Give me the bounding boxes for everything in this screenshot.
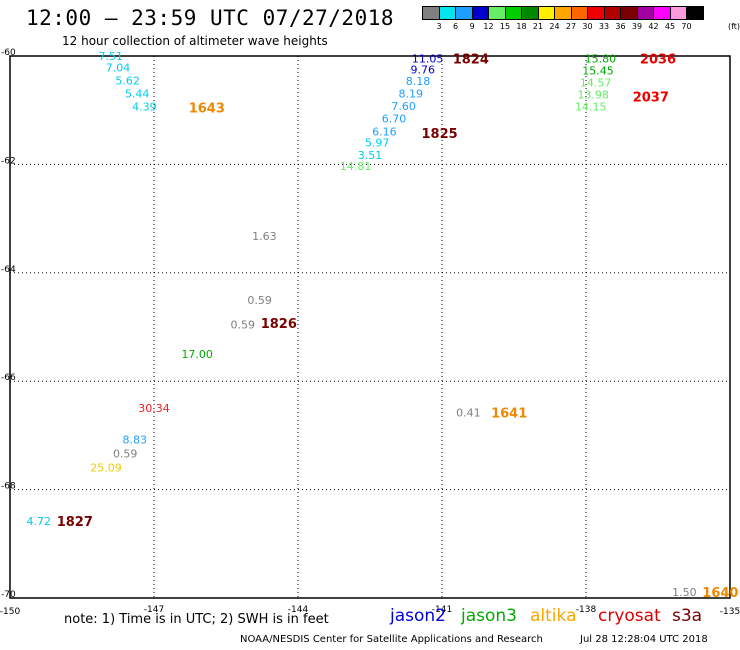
wave-height-value: 3.51: [358, 149, 383, 162]
wave-height-value: 8.83: [123, 434, 148, 447]
pass-time-label: 2037: [633, 91, 669, 106]
colorbar-label: 30: [582, 22, 593, 31]
wave-height-value: 15.80: [585, 53, 617, 66]
page-title: 12:00 – 23:59 UTC 07/27/2018: [26, 6, 395, 30]
colorbar-label: 9: [469, 22, 475, 31]
wave-height-value: 5.97: [365, 137, 390, 150]
colorbar-label: 36: [615, 22, 626, 31]
longitude-tick-label: -141: [432, 605, 452, 615]
colorbar-label: 6: [452, 22, 459, 31]
pass-time-label: 1641: [491, 407, 527, 422]
colorbar-label: 18: [516, 22, 527, 31]
pass-time-label: 1640: [702, 586, 738, 601]
legend-item-jason3: jason3: [461, 606, 517, 626]
wave-height-value: 13.98: [577, 88, 609, 101]
footer-note: note: 1) Time is in UTC; 2) SWH is in fe…: [64, 612, 329, 627]
latitude-tick-label: -62: [1, 156, 16, 166]
wave-height-value: 14.81: [340, 160, 372, 173]
wave-height-value: 5.62: [115, 74, 140, 87]
pass-time-label: 1824: [453, 53, 489, 68]
wave-height-value: 4.39: [132, 100, 157, 113]
pass-time-label: 1825: [422, 127, 458, 142]
wave-height-value: 8.19: [399, 87, 424, 100]
wave-height-value: 0.59: [231, 318, 256, 331]
wave-height-value: 0.59: [113, 447, 138, 460]
legend-item-cryosat: cryosat: [598, 606, 661, 626]
wave-height-value: 0.59: [247, 294, 272, 307]
footer-credit: NOAA/NESDIS Center for Satellite Applica…: [240, 634, 543, 645]
pass-time-label: 1643: [189, 101, 225, 116]
latitude-tick-label: -60: [1, 48, 16, 58]
wave-height-value: 30.34: [138, 402, 170, 415]
wave-height-value: 25.09: [90, 461, 122, 474]
colorbar-unit: (ft): [728, 22, 740, 31]
latitude-tick-label: -64: [1, 265, 16, 275]
latitude-tick-label: -70: [1, 590, 16, 600]
wave-height-value: 1.50: [672, 586, 697, 599]
colorbar-label: 70: [681, 22, 692, 31]
colorbar-label: 27: [565, 22, 577, 31]
wave-height-value: 11.05: [412, 53, 444, 66]
wave-height-value: 14.15: [575, 100, 607, 113]
map-frame: [9, 55, 731, 599]
colorbar-label: 33: [598, 22, 610, 31]
wave-height-value: 7.60: [391, 100, 416, 113]
colorbar-label: 12: [483, 22, 494, 31]
colorbar-label: 45: [664, 22, 676, 31]
latitude-tick-label: -68: [1, 482, 16, 492]
colorbar-label: 15: [499, 22, 511, 31]
footer-timestamp: Jul 28 12:28:04 UTC 2018: [580, 634, 708, 645]
wave-height-value: 7.04: [106, 61, 131, 74]
wave-height-value: 15.45: [582, 65, 614, 78]
wave-height-value: 6.70: [382, 112, 407, 125]
wave-height-value: 6.16: [372, 125, 397, 138]
colorbar-label: 3: [436, 22, 442, 31]
latitude-tick-label: -66: [1, 373, 16, 383]
legend-item-altika: altika: [530, 606, 577, 626]
longitude-tick-label: -150: [0, 607, 20, 617]
colorbar-labels: (ft) 3 6 9 12 15 18 21 24 27 30 33 36 39 42 45 70: [422, 22, 740, 34]
wave-height-colorbar: [422, 6, 704, 20]
colorbar-label: 42: [648, 22, 659, 31]
pass-time-label: 1826: [261, 317, 297, 332]
colorbar-label: 24: [549, 22, 560, 31]
longitude-tick-label: -147: [144, 605, 164, 615]
pass-time-label: 1827: [57, 515, 93, 530]
wave-height-value: 14.57: [580, 77, 612, 90]
colorbar-label: 39: [631, 22, 643, 31]
wave-height-value: 17.00: [181, 348, 213, 361]
legend-item-jason2: jason2: [390, 606, 446, 626]
colorbar-cell: [686, 6, 704, 20]
wave-height-value: 4.72: [27, 515, 52, 528]
longitude-tick-label: -135: [720, 607, 740, 617]
wave-height-value: 9.76: [411, 64, 436, 77]
pass-time-label: 2036: [640, 53, 676, 68]
legend-item-s3a: s3a: [672, 606, 703, 626]
longitude-tick-label: -144: [288, 605, 309, 615]
wave-height-value: 0.41: [456, 407, 481, 420]
wave-height-value: 8.18: [406, 75, 431, 88]
wave-height-value: 1.63: [252, 230, 277, 243]
wave-height-value: 7.51: [99, 50, 124, 63]
page-subtitle: 12 hour collection of altimeter wave hei…: [62, 34, 328, 48]
longitude-tick-label: -138: [576, 605, 597, 615]
wave-height-value: 5.44: [125, 87, 150, 100]
colorbar-label: 21: [532, 22, 544, 31]
